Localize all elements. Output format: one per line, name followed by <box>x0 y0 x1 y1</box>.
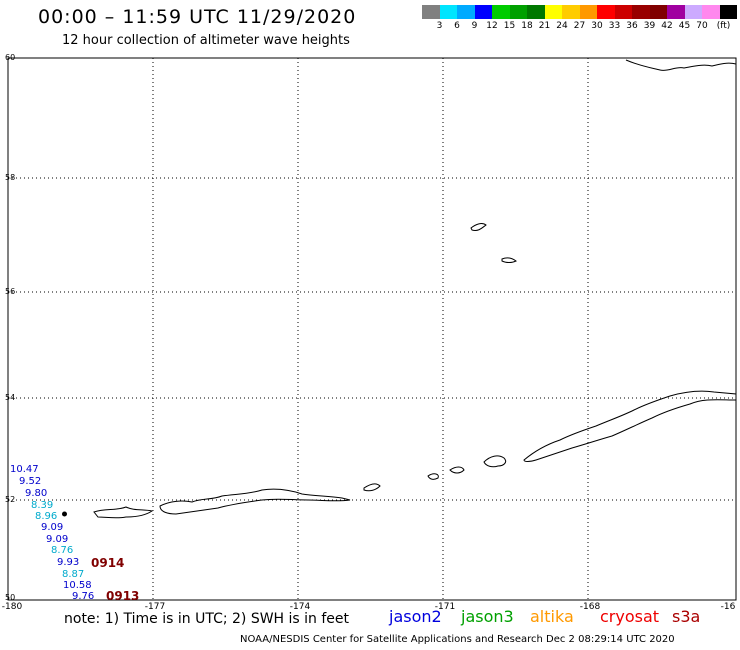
lat-label-52: 52 <box>5 495 16 504</box>
colorbar-label: 45 <box>678 21 691 31</box>
swh-value: 9.80 <box>25 488 48 499</box>
wave-height-colorbar <box>422 5 737 19</box>
colorbar-swatch <box>562 5 580 19</box>
colorbar-label: 9 <box>471 21 478 31</box>
lon-label-168: -168 <box>579 602 601 612</box>
colorbar-label: 33 <box>608 21 621 31</box>
lon-label-174: -174 <box>289 602 311 612</box>
unimak-coast <box>483 455 507 468</box>
colorbar-swatch <box>527 5 545 19</box>
islands-four-mountains-coast <box>363 483 381 492</box>
pass-time-label: 0913 <box>106 589 140 603</box>
swh-value: 9.09 <box>41 522 64 533</box>
aleutian-west-coast <box>93 506 154 519</box>
lon-label-177: -177 <box>144 602 166 612</box>
colorbar-swatch <box>702 5 720 19</box>
lat-label-50: 50 <box>5 593 16 602</box>
lon-label-171: -171 <box>434 602 456 612</box>
colorbar-swatch <box>579 5 597 19</box>
alaska-peninsula-coast <box>523 390 737 462</box>
lat-label-58: 58 <box>5 173 16 182</box>
map-frame <box>7 57 737 601</box>
colorbar-swatch <box>719 5 737 19</box>
swh-value: 8.87 <box>62 569 85 580</box>
footer-credit: NOAA/NESDIS Center for Satellite Applica… <box>240 634 675 645</box>
colorbar-label: 27 <box>573 21 586 31</box>
grid-lines <box>8 58 736 600</box>
colorbar-swatch <box>684 5 702 19</box>
colorbar-swatch <box>649 5 667 19</box>
swh-value: 8.39 <box>31 500 54 511</box>
legend-altika: altika <box>530 607 574 626</box>
lat-label-60: 60 <box>5 53 16 62</box>
legend-jason2: jason2 <box>389 607 442 626</box>
colorbar-label: 6 <box>454 21 460 31</box>
colorbar-swatch <box>509 5 527 19</box>
map-title: 00:00 – 11:59 UTC 11/29/2020 <box>38 6 357 28</box>
colorbar-swatch <box>544 5 562 19</box>
colorbar-labels: 3 6 9 12 15 18 21 24 27 30 33 36 39 42 45 70 (ft) <box>422 21 740 35</box>
aleutian-central-coast <box>159 488 351 515</box>
st-lawrence-island-coast <box>625 59 737 71</box>
colorbar-label: 30 <box>591 21 603 31</box>
colorbar-label: 36 <box>626 21 638 31</box>
note-text: note: 1) Time is in UTC; 2) SWH is in fe… <box>64 611 350 627</box>
colorbar-swatch <box>474 5 492 19</box>
swh-value: 9.09 <box>46 534 69 545</box>
map-subtitle: 12 hour collection of altimeter wave hei… <box>62 33 350 48</box>
colorbar-swatch <box>632 5 650 19</box>
colorbar-swatch <box>597 5 615 19</box>
legend-cryosat: cryosat <box>600 607 660 626</box>
pass-time-label: 0914 <box>91 556 125 570</box>
colorbar-swatch <box>439 5 457 19</box>
colorbar-label: 18 <box>521 21 533 31</box>
lat-label-54: 54 <box>5 393 16 402</box>
lon-label-165: -16 <box>720 602 736 612</box>
colorbar-swatch <box>614 5 632 19</box>
colorbar-label: (ft) <box>716 21 731 31</box>
swh-value: 8.96 <box>35 511 58 522</box>
swh-value: 9.93 <box>57 557 80 568</box>
swh-value: 10.47 <box>10 464 39 475</box>
colorbar-label: 42 <box>661 21 673 31</box>
swh-value: 8.76 <box>51 545 74 556</box>
colorbar-label: 21 <box>538 21 551 31</box>
colorbar-label: 3 <box>436 21 443 31</box>
swh-value: 9.76 <box>72 591 95 602</box>
colorbar-swatch <box>667 5 685 19</box>
colorbar-label: 70 <box>696 21 708 31</box>
colorbar-label: 12 <box>486 21 498 31</box>
st-george-island-coast <box>501 257 517 263</box>
legend-jason3: jason3 <box>461 607 514 626</box>
coastlines <box>93 59 737 519</box>
swh-value: 9.52 <box>19 476 42 487</box>
colorbar-swatch <box>492 5 510 19</box>
colorbar-swatch <box>422 5 440 19</box>
legend-s3a: s3a <box>672 607 701 626</box>
colorbar-label: 15 <box>503 21 516 31</box>
colorbar-label: 24 <box>556 21 568 31</box>
st-paul-island-coast <box>470 223 487 231</box>
mark-lat-52.8 <box>62 511 67 517</box>
colorbar-swatch <box>457 5 475 19</box>
lat-label-56: 56 <box>5 287 16 296</box>
lon-label-180: -180 <box>1 602 23 612</box>
colorbar-label: 39 <box>643 21 656 31</box>
unalaska-coast <box>427 466 465 480</box>
swh-value: 10.58 <box>63 580 92 591</box>
